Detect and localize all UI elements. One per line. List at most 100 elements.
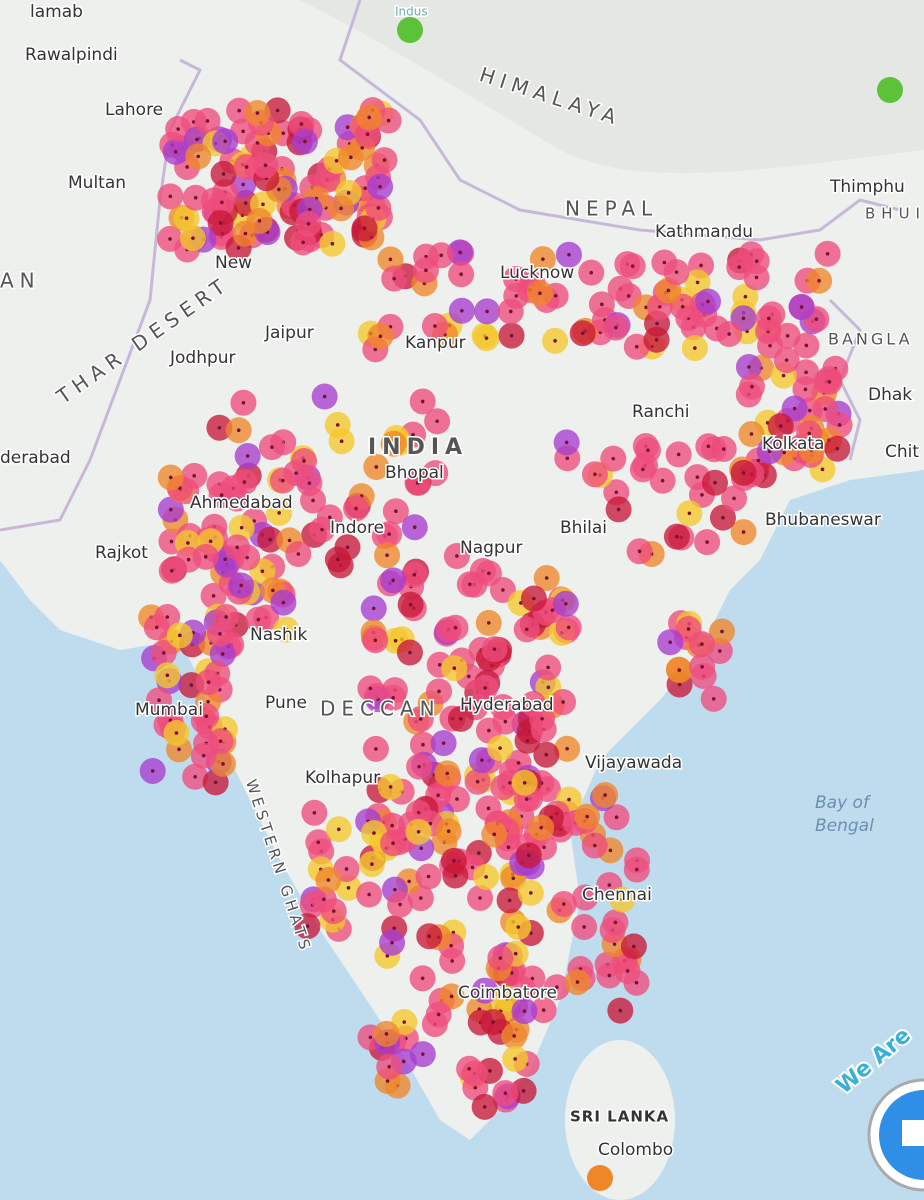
marker-center [354, 506, 358, 511]
marker-center [204, 714, 209, 719]
marker-center [374, 465, 379, 469]
chat-button-fill[interactable] [879, 1090, 924, 1180]
marker-center [544, 576, 549, 580]
marker-center [367, 892, 371, 897]
place-label: Dhak [868, 385, 912, 405]
marker-center [378, 334, 383, 339]
marker-center [614, 490, 619, 495]
marker-center [625, 969, 630, 973]
marker-center [754, 259, 759, 263]
marker-center [566, 625, 571, 630]
marker-center [561, 700, 565, 704]
marker-center [412, 572, 417, 577]
marker-center [192, 474, 197, 478]
marker-center [205, 119, 210, 123]
marker-center [221, 172, 226, 176]
marker-center [360, 146, 365, 150]
place-label: Rawalpindi [25, 45, 118, 65]
marker-center [299, 122, 304, 126]
marker-center [336, 827, 341, 832]
marker-center [390, 823, 394, 828]
place-label: Kathmandu [655, 222, 753, 242]
marker-center [546, 665, 550, 670]
marker-center [458, 250, 462, 255]
marker-center [565, 746, 569, 751]
marker-center [511, 876, 516, 881]
aqi-marker[interactable] [397, 17, 423, 43]
marker-center [385, 1079, 390, 1083]
place-label: Multan [68, 173, 126, 193]
place-label: Bhopal [385, 463, 444, 483]
marker-center [827, 380, 832, 384]
marker-center [268, 537, 272, 542]
marker-center [785, 334, 790, 338]
marker-center [737, 265, 742, 269]
marker-center [654, 337, 659, 342]
marker-center [803, 387, 808, 392]
marker-center [412, 525, 417, 530]
marker-center [418, 717, 423, 721]
marker-center [513, 1057, 517, 1061]
marker-center [402, 1020, 407, 1024]
marker-center [539, 825, 543, 830]
marker-center [416, 830, 421, 834]
marker-center [492, 832, 497, 837]
marker-center [311, 498, 315, 503]
marker-center [467, 674, 471, 679]
marker-center [522, 1009, 527, 1013]
place-label: Kolkata [762, 434, 824, 454]
marker-center [528, 891, 533, 895]
marker-center [553, 339, 557, 343]
place-label: lamab [30, 2, 83, 22]
marker-center [541, 257, 545, 261]
marker-center [401, 1059, 406, 1064]
marker-center [284, 627, 288, 632]
marker-center [743, 294, 748, 299]
marker-center [482, 1105, 487, 1109]
marker-center [387, 532, 391, 536]
marker-center [193, 774, 197, 779]
marker-center [322, 394, 327, 399]
marker-center [487, 728, 491, 733]
marker-center [206, 680, 211, 685]
marker-center [542, 845, 546, 850]
marker-center [417, 764, 421, 769]
region-label: AN [0, 269, 41, 293]
marker-center [334, 158, 339, 163]
marker-center [185, 165, 189, 169]
marker-center [241, 400, 246, 405]
region-label: DECCAN [320, 697, 441, 721]
aqi-marker[interactable] [877, 77, 903, 103]
marker-center [814, 317, 819, 321]
marker-center [239, 525, 244, 530]
marker-center [203, 555, 208, 559]
marker-center [634, 867, 639, 872]
marker-center [600, 302, 604, 307]
place-label: Kanpur [405, 333, 466, 353]
marker-center [408, 602, 413, 607]
marker-center [373, 638, 378, 643]
marker-center [427, 934, 432, 939]
river-label: Indus [395, 5, 428, 19]
marker-center [388, 785, 393, 789]
marker-center [165, 615, 170, 619]
marker-center [503, 1091, 508, 1095]
marker-center [393, 887, 397, 892]
markers [138, 17, 903, 1191]
marker-center [220, 652, 225, 656]
marker-center [349, 155, 353, 160]
marker-center [498, 956, 503, 960]
marker-center [468, 582, 472, 587]
marker-center [201, 753, 206, 758]
marker-center [835, 446, 840, 451]
marker-center [239, 583, 243, 588]
marker-center [483, 988, 487, 993]
marker-center [484, 336, 489, 340]
aqi-marker[interactable] [587, 1165, 613, 1191]
marker-center [218, 221, 223, 225]
marker-center [368, 686, 373, 691]
marker-center [509, 333, 514, 338]
marker-center [820, 467, 825, 472]
marker-center [564, 440, 569, 445]
